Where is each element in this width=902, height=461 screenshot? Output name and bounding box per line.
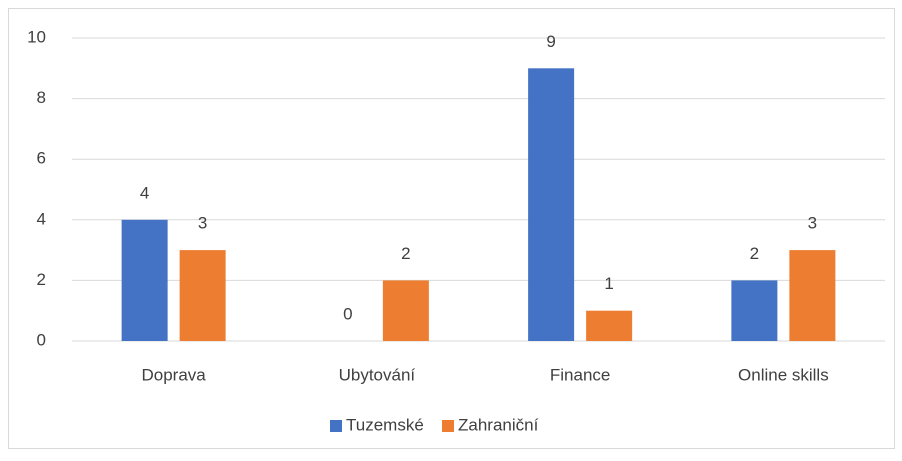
data-label: 2 [401,244,410,263]
y-tick-label: 4 [37,209,46,228]
data-label: 0 [343,304,352,323]
y-tick-label: 8 [37,88,46,107]
bar [179,250,226,341]
bar [586,310,633,341]
bar [121,219,168,341]
bar [789,250,836,341]
legend-label: Tuzemské [346,415,424,434]
data-label: 1 [604,274,613,293]
y-tick-label: 6 [37,149,46,168]
bar [382,280,429,341]
data-label: 3 [198,214,207,233]
legend-swatch [330,420,342,432]
x-tick-label: Ubytování [339,365,416,384]
x-tick-label: Doprava [141,365,206,384]
x-tick-label: Finance [550,365,610,384]
data-label: 9 [546,32,555,51]
legend-swatch [442,420,454,432]
x-tick-label: Online skills [738,365,829,384]
y-tick-label: 0 [37,330,46,349]
y-tick-label: 10 [27,27,46,46]
y-tick-label: 2 [37,270,46,289]
data-label: 2 [750,244,759,263]
data-label: 3 [808,214,817,233]
bar [528,68,575,342]
bar [731,280,778,341]
legend-label: Zahraniční [458,415,539,434]
data-label: 4 [140,183,149,202]
